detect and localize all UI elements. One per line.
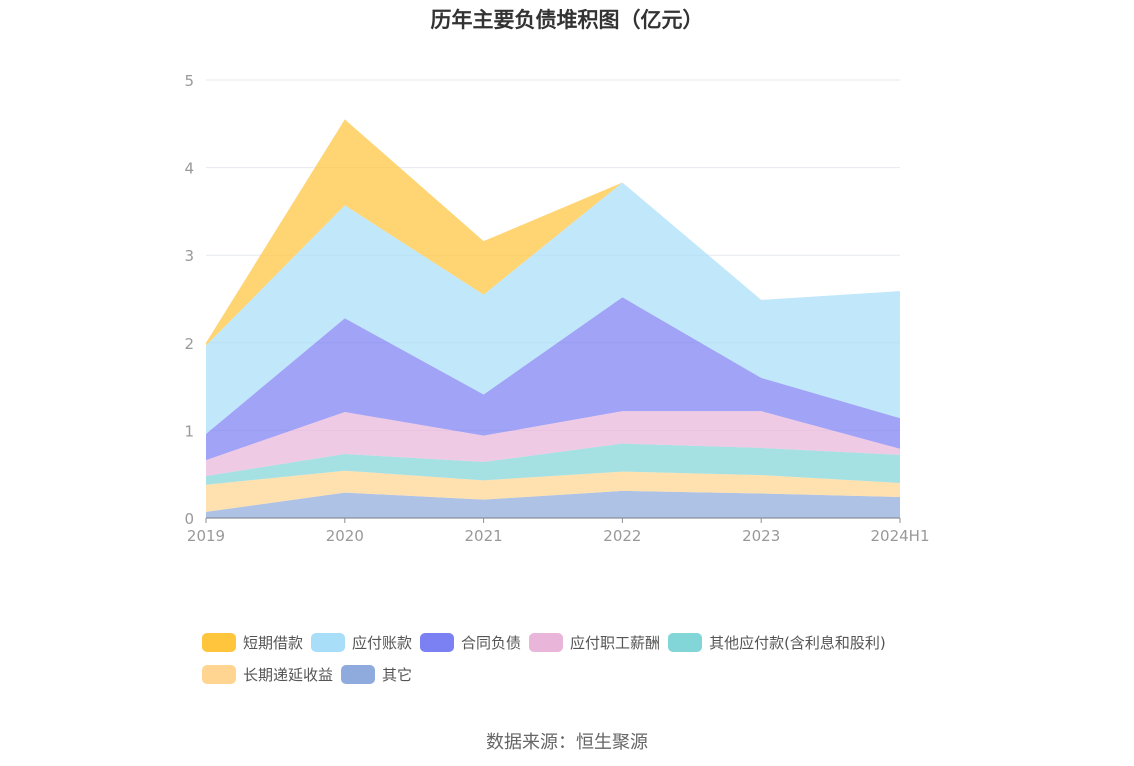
x-tick-label: 2024H1 — [871, 527, 930, 545]
legend-label: 合同负债 — [461, 633, 522, 652]
legend-label: 其它 — [382, 665, 413, 684]
legend-swatch — [529, 632, 564, 652]
y-tick-label: 2 — [184, 335, 194, 353]
x-tick-label: 2021 — [465, 527, 503, 545]
y-tick-label: 0 — [184, 510, 194, 528]
x-tick-label: 2022 — [603, 527, 641, 545]
area-series-3 — [206, 411, 900, 476]
area-series-6 — [206, 119, 900, 346]
legend-swatch — [202, 664, 236, 684]
legend-swatch — [668, 632, 703, 652]
chart-title: 历年主要负债堆积图（亿元） — [430, 8, 704, 32]
source-note: 数据来源：恒生聚源 — [486, 732, 648, 753]
y-tick-label: 5 — [184, 72, 194, 90]
y-tick-label: 1 — [184, 422, 194, 440]
legend-item[interactable]: 应付账款 — [311, 630, 412, 654]
legend-item[interactable]: 短期借款 — [202, 630, 303, 654]
legend-item[interactable]: 其他应付款(含利息和股利) — [668, 630, 886, 654]
area-series-2 — [206, 443, 900, 485]
area-series-4 — [206, 297, 900, 461]
legend-swatch — [202, 632, 236, 652]
area-series-5 — [206, 182, 900, 434]
legend-label: 应付账款 — [352, 633, 413, 652]
legend-item[interactable]: 应付职工薪酬 — [529, 630, 660, 654]
x-tick-label: 2023 — [742, 527, 780, 545]
x-tick-label: 2019 — [187, 527, 225, 545]
area-series-0 — [206, 490, 900, 518]
area-layer — [206, 119, 900, 518]
axis-layer: 0 1 2 3 4 5 2019 2020 2021 2022 2023 2024H1 — [184, 72, 929, 545]
legend-swatch — [341, 664, 376, 684]
legend-label: 其他应付款(含利息和股利) — [709, 633, 886, 652]
legend-label: 长期递延收益 — [243, 665, 334, 684]
legend-label: 应付职工薪酬 — [570, 633, 661, 652]
legend: 短期借款 应付账款 合同负债 应付职工薪酬 其他应付款(含利息和股利) 长期递延收益 其它 — [202, 630, 962, 694]
area-series-1 — [206, 470, 900, 512]
y-tick-label: 3 — [184, 247, 194, 265]
legend-item[interactable]: 合同负债 — [420, 630, 521, 654]
y-tick-label: 4 — [184, 160, 194, 178]
legend-swatch — [420, 632, 455, 652]
legend-swatch — [311, 632, 346, 652]
legend-item[interactable]: 其它 — [341, 662, 412, 686]
x-tick-label: 2020 — [326, 527, 364, 545]
legend-label: 短期借款 — [243, 633, 304, 652]
legend-item[interactable]: 长期递延收益 — [202, 662, 333, 686]
